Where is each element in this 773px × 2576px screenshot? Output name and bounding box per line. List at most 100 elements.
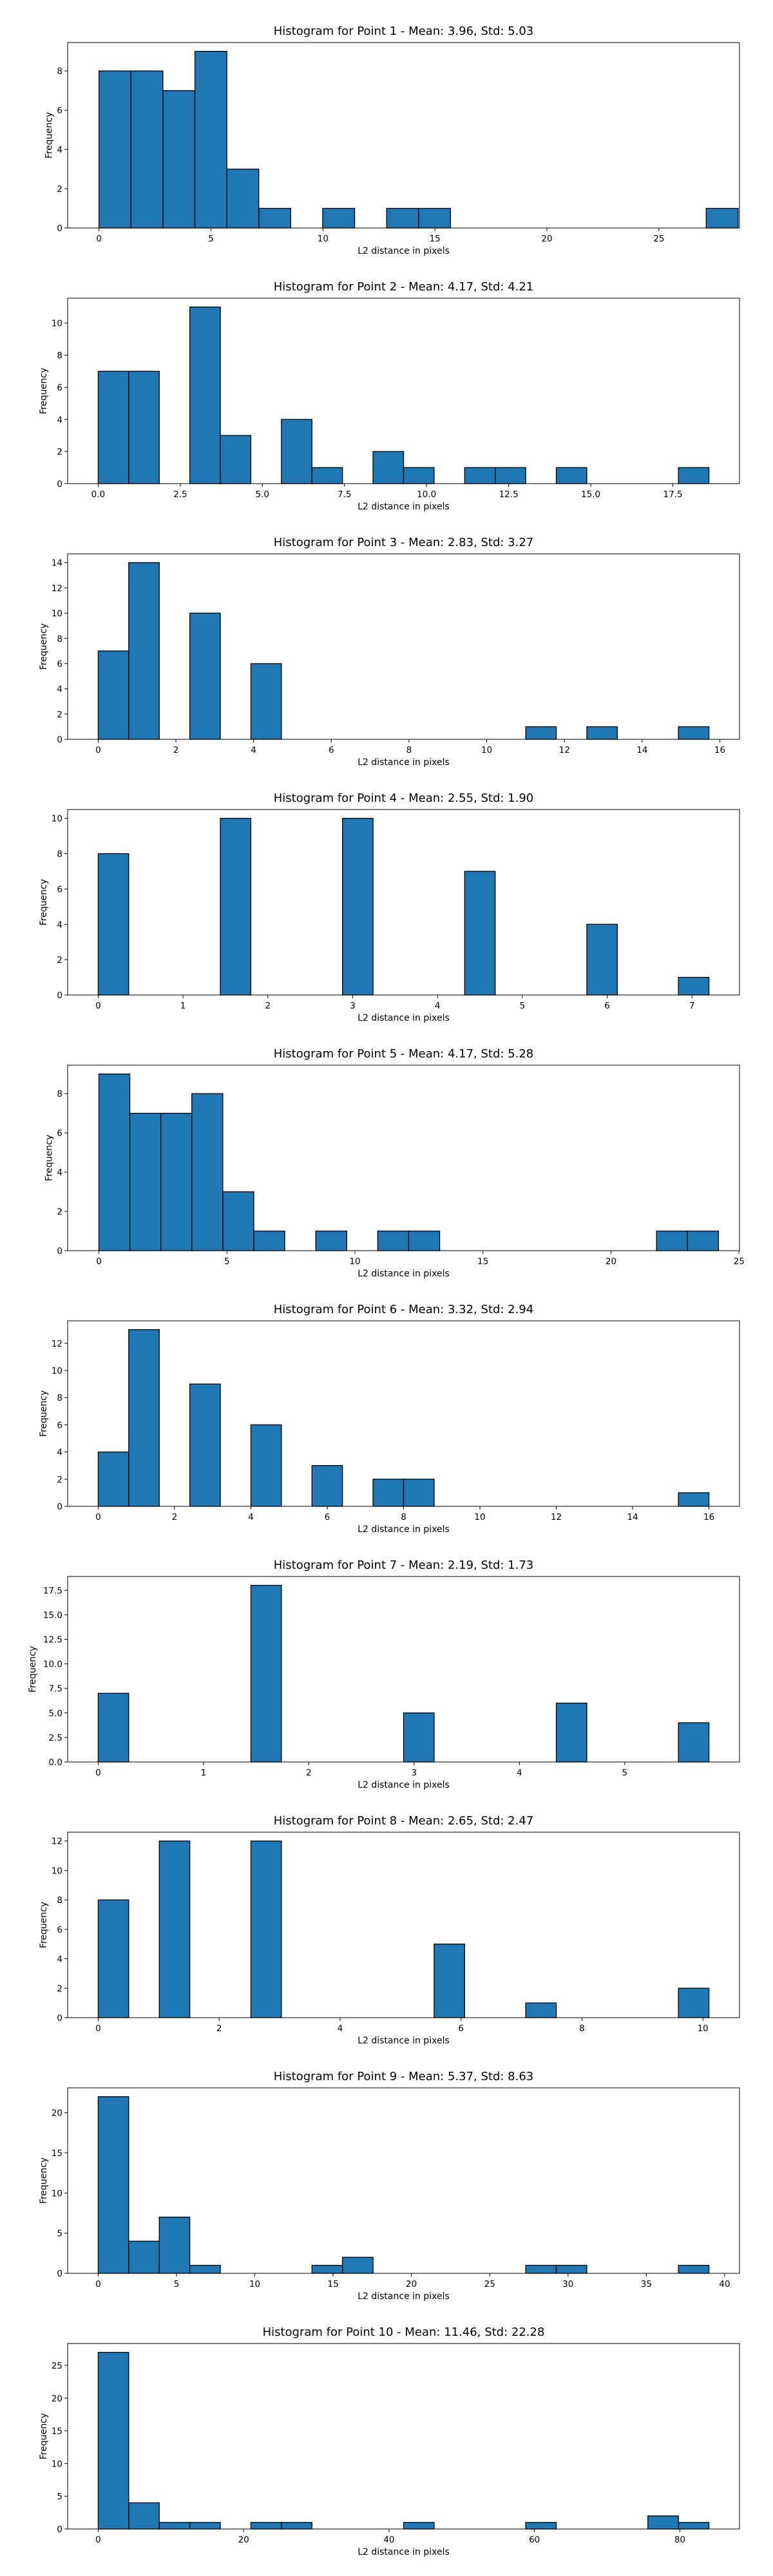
histogram-bar: [403, 467, 435, 484]
histogram-bar: [555, 2264, 587, 2274]
x-tick-label: 6: [458, 2023, 464, 2034]
x-tick-label: 4: [338, 2023, 343, 2034]
x-tick-label: 2: [265, 1001, 271, 1011]
x-tick-label: 7.5: [338, 489, 351, 500]
bars: [97, 1841, 710, 2018]
x-tick-label: 2: [173, 745, 179, 755]
x-tick-label: 8: [579, 2023, 585, 2034]
histogram-bar: [160, 1113, 193, 1251]
x-tick-label: 25: [653, 234, 664, 244]
x-tick-label: 12: [559, 745, 570, 755]
x-tick-label: 10: [474, 1512, 485, 1522]
histogram-bar: [129, 1113, 162, 1251]
histogram-bar: [189, 1383, 221, 1507]
x-tick-label: 5: [520, 1001, 526, 1011]
y-tick-label: 10: [52, 814, 62, 824]
axes-frame: [67, 1320, 740, 1507]
x-tick-label: 2: [216, 2023, 222, 2034]
histogram-bar: [678, 1987, 710, 2018]
histogram-bar: [250, 1841, 282, 2018]
y-tick-label: 6: [57, 1925, 62, 1935]
x-tick-label: 2: [306, 1768, 312, 1778]
histogram-panel-8: Histogram for Point 8 - Mean: 2.65, Std:…: [39, 1814, 740, 2046]
x-tick-label: 80: [674, 2535, 685, 2545]
y-tick-label: 0.0: [49, 1757, 62, 1768]
bars: [97, 1585, 710, 1763]
histogram-bar: [311, 1465, 343, 1507]
y-tick-label: 17.5: [43, 1586, 62, 1596]
histogram-bar: [158, 2217, 191, 2274]
y-tick-label: 10: [52, 1866, 62, 1876]
histogram-bar: [678, 467, 710, 484]
x-axis-label: L2 distance in pixels: [358, 1269, 450, 1279]
histogram-bar: [678, 726, 710, 740]
histogram-bar: [220, 818, 252, 996]
x-tick-label: 20: [541, 234, 552, 244]
y-tick-label: 4: [57, 920, 62, 930]
x-tick-label: 14: [627, 1512, 638, 1522]
histogram-bar: [281, 419, 312, 484]
histogram-bar: [97, 370, 129, 484]
chart-title: Histogram for Point 4 - Mean: 2.55, Std:…: [274, 791, 534, 805]
x-tick-label: 14: [636, 745, 647, 755]
y-tick-label: 12: [52, 1837, 62, 1847]
y-tick-label: 8: [57, 1895, 62, 1906]
histogram-bar: [342, 818, 374, 996]
x-tick-label: 4: [435, 1001, 441, 1011]
x-tick-label: 5.0: [256, 489, 269, 500]
chart-title: Histogram for Point 5 - Mean: 4.17, Std:…: [274, 1047, 534, 1061]
x-tick-label: 6: [329, 745, 334, 755]
axes-frame: [67, 1576, 740, 1763]
y-tick-label: 5.0: [49, 1709, 62, 1719]
histogram-bar: [586, 923, 618, 996]
x-tick-label: 25: [484, 2279, 495, 2289]
y-tick-label: 20: [52, 2108, 62, 2119]
x-tick-label: 0: [95, 1001, 101, 1011]
histogram-bar: [525, 2264, 557, 2274]
histogram-bar: [191, 1093, 224, 1251]
y-axis-label: Frequency: [39, 2157, 49, 2204]
x-tick-label: 10: [481, 745, 492, 755]
y-tick-label: 12: [52, 1339, 62, 1349]
y-tick-label: 4: [57, 685, 62, 695]
y-tick-label: 6: [57, 106, 62, 116]
y-tick-label: 0: [57, 2524, 62, 2535]
y-tick-label: 8: [57, 66, 62, 77]
histogram-bar: [97, 853, 129, 996]
histogram-bar: [281, 2522, 312, 2530]
y-axis-label: Frequency: [39, 623, 49, 670]
x-tick-label: 4: [251, 745, 256, 755]
x-tick-label: 20: [606, 1256, 616, 1267]
x-axis-label: L2 distance in pixels: [358, 2547, 450, 2557]
histogram-bar: [555, 1702, 587, 1763]
y-tick-label: 10: [52, 2459, 62, 2469]
histogram-bar: [386, 207, 419, 229]
x-tick-label: 0: [95, 745, 101, 755]
y-tick-label: 10: [52, 1366, 62, 1376]
y-tick-label: 0: [57, 1246, 62, 1256]
y-tick-label: 0: [57, 2269, 62, 2279]
histogram-bar: [99, 70, 131, 229]
y-tick-label: 0: [57, 223, 62, 234]
y-axis-label: Frequency: [44, 1135, 55, 1181]
histogram-bar: [408, 1230, 441, 1251]
histogram-bar: [97, 1692, 129, 1763]
y-tick-label: 12: [52, 583, 62, 594]
histogram-bar: [158, 2522, 191, 2530]
x-axis-label: L2 distance in pixels: [358, 1524, 450, 1535]
histogram-bar: [403, 1479, 435, 1507]
histogram-bar: [418, 207, 452, 229]
y-tick-label: 10: [52, 609, 62, 619]
histogram-bar: [525, 726, 557, 740]
x-tick-label: 10: [698, 2023, 709, 2034]
x-tick-label: 40: [719, 2279, 730, 2289]
bars: [97, 562, 710, 740]
histogram-bar: [189, 612, 221, 740]
y-tick-label: 2.5: [49, 1733, 62, 1743]
x-tick-label: 16: [703, 1512, 714, 1522]
histogram-bar: [158, 1841, 191, 2018]
histogram-bar: [311, 2264, 343, 2274]
y-tick-label: 25: [52, 2361, 62, 2371]
histogram-bar: [586, 726, 618, 740]
histogram-bar: [162, 90, 196, 229]
